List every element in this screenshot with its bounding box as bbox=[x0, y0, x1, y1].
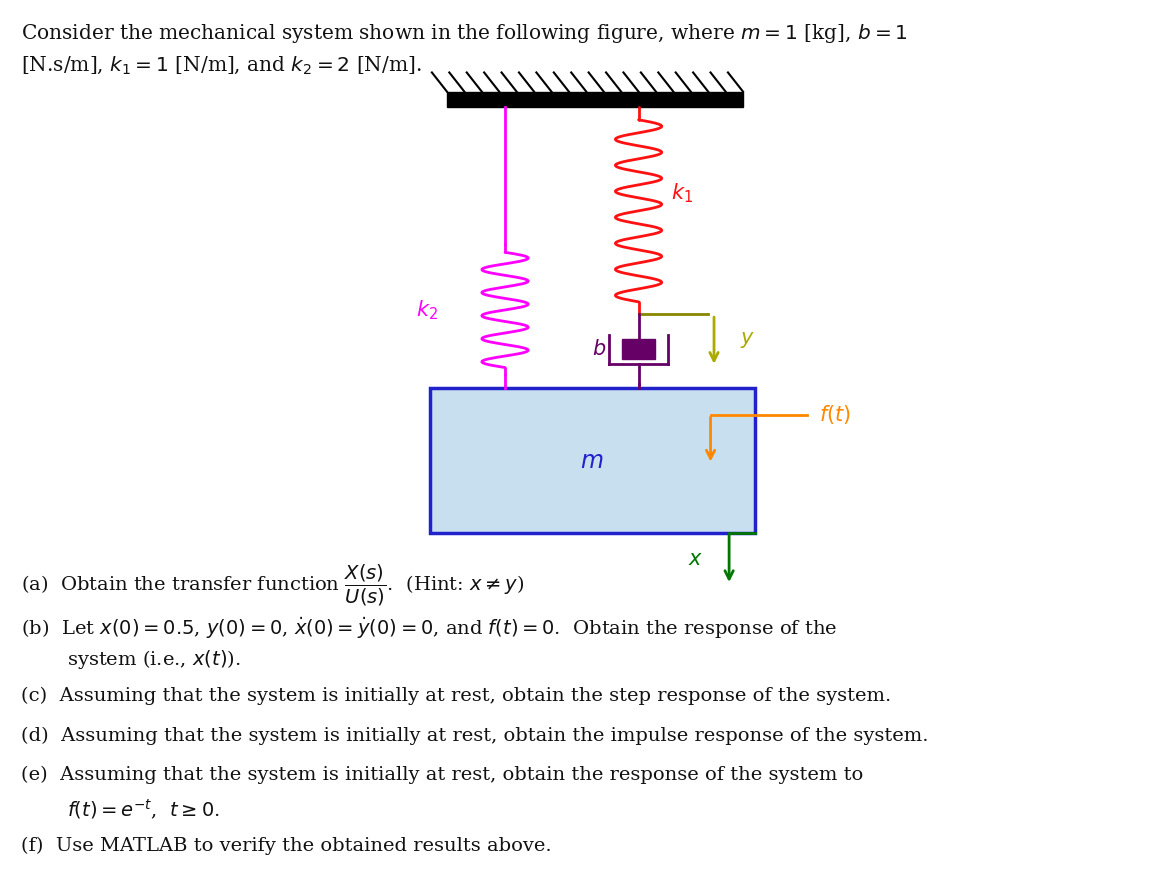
Text: $k_2$: $k_2$ bbox=[416, 298, 438, 322]
Bar bbox=[447, 92, 743, 107]
Text: [N.s/m], $k_1 = 1$ [N/m], and $k_2 = 2$ [N/m].: [N.s/m], $k_1 = 1$ [N/m], and $k_2 = 2$ … bbox=[21, 54, 421, 76]
Bar bbox=[430, 388, 755, 533]
Text: (a)  Obtain the transfer function $\dfrac{X(s)}{U(s)}$.  (Hint: $x \neq y$): (a) Obtain the transfer function $\dfrac… bbox=[21, 563, 525, 608]
Text: (c)  Assuming that the system is initially at rest, obtain the step response of : (c) Assuming that the system is initiall… bbox=[21, 687, 892, 705]
Text: $y$: $y$ bbox=[740, 331, 755, 350]
Text: (f)  Use MATLAB to verify the obtained results above.: (f) Use MATLAB to verify the obtained re… bbox=[21, 836, 551, 855]
Bar bbox=[622, 340, 655, 359]
Text: (b)  Let $x(0) = 0.5$, $y(0) = 0$, $\dot{x}(0) = \dot{y}(0) = 0$, and $f(t) = 0$: (b) Let $x(0) = 0.5$, $y(0) = 0$, $\dot{… bbox=[21, 615, 837, 641]
Text: $m$: $m$ bbox=[580, 449, 604, 472]
Text: $b$: $b$ bbox=[592, 340, 606, 359]
Text: $f(t) = e^{-t}$,  $t \geq 0$.: $f(t) = e^{-t}$, $t \geq 0$. bbox=[67, 798, 221, 822]
Text: Consider the mechanical system shown in the following figure, where $m = 1$ [kg]: Consider the mechanical system shown in … bbox=[21, 22, 908, 45]
Text: (e)  Assuming that the system is initially at rest, obtain the response of the s: (e) Assuming that the system is initiall… bbox=[21, 766, 863, 784]
Text: system (i.e., $x(t)$).: system (i.e., $x(t)$). bbox=[67, 648, 241, 670]
Text: (d)  Assuming that the system is initially at rest, obtain the impulse response : (d) Assuming that the system is initiall… bbox=[21, 726, 929, 745]
Text: $k_1$: $k_1$ bbox=[671, 182, 693, 205]
Text: $f(t)$: $f(t)$ bbox=[819, 403, 851, 426]
Text: $x$: $x$ bbox=[688, 549, 704, 568]
